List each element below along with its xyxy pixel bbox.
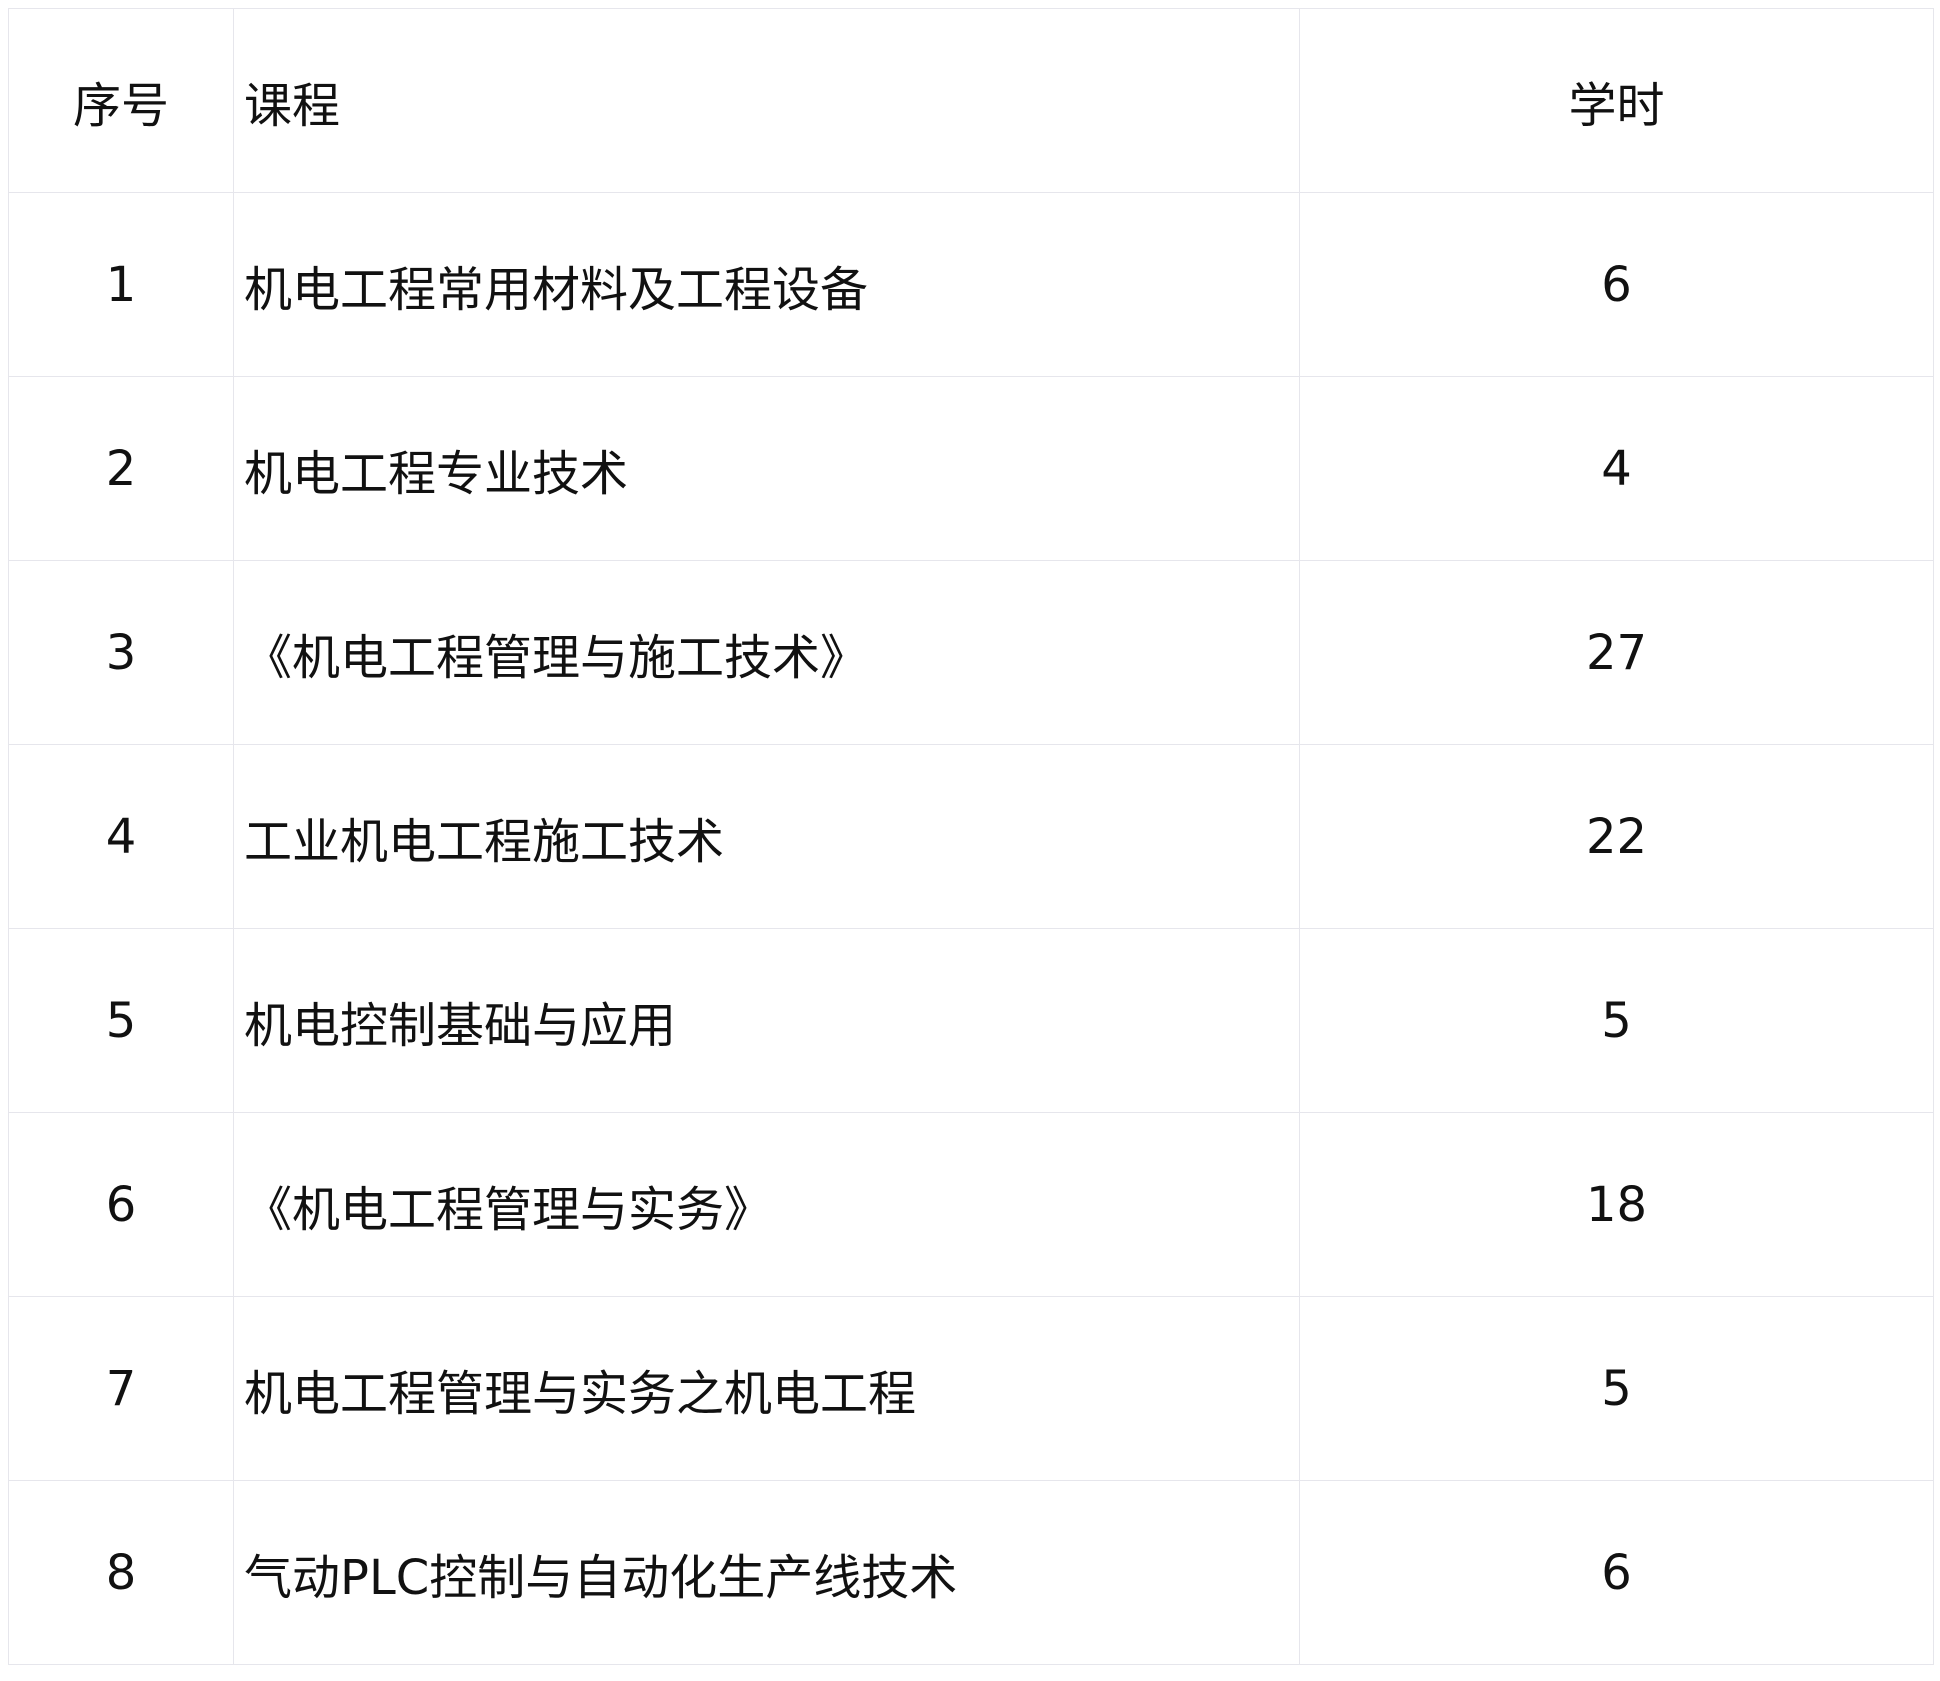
cell-index: 8 [8,1480,234,1665]
cell-index: 6 [8,1112,234,1297]
cell-hours: 5 [1299,1296,1934,1481]
cell-index: 1 [8,192,234,377]
cell-index: 5 [8,928,234,1113]
table-row: 3 《机电工程管理与施工技术》 27 [8,560,1934,745]
table-row: 2 机电工程专业技术 4 [8,376,1934,561]
cell-hours: 22 [1299,744,1934,929]
table-row: 6 《机电工程管理与实务》 18 [8,1112,1934,1297]
cell-hours: 27 [1299,560,1934,745]
header-row: 序号 课程 学时 [8,8,1934,193]
cell-course: 机电工程专业技术 [233,376,1300,561]
cell-hours: 6 [1299,1480,1934,1665]
cell-index: 7 [8,1296,234,1481]
header-course: 课程 [233,8,1300,193]
course-hours-table: 序号 课程 学时 1 机电工程常用材料及工程设备 6 2 机电工程专业技术 4 3 《机电工程… [8,8,1934,1665]
cell-course: 《机电工程管理与实务》 [233,1112,1300,1297]
cell-hours: 6 [1299,192,1934,377]
cell-index: 4 [8,744,234,929]
header-hours: 学时 [1299,8,1934,193]
cell-course: 工业机电工程施工技术 [233,744,1300,929]
cell-hours: 18 [1299,1112,1934,1297]
table-row: 1 机电工程常用材料及工程设备 6 [8,192,1934,377]
cell-hours: 5 [1299,928,1934,1113]
table-row: 8 气动PLC控制与自动化生产线技术 6 [8,1480,1934,1665]
cell-course: 气动PLC控制与自动化生产线技术 [233,1480,1300,1665]
table-row: 7 机电工程管理与实务之机电工程 5 [8,1296,1934,1481]
cell-course: 机电控制基础与应用 [233,928,1300,1113]
cell-hours: 4 [1299,376,1934,561]
header-index: 序号 [8,8,234,193]
cell-course: 《机电工程管理与施工技术》 [233,560,1300,745]
cell-course: 机电工程常用材料及工程设备 [233,192,1300,377]
cell-course: 机电工程管理与实务之机电工程 [233,1296,1300,1481]
table-row: 4 工业机电工程施工技术 22 [8,744,1934,929]
cell-index: 3 [8,560,234,745]
cell-index: 2 [8,376,234,561]
table-row: 5 机电控制基础与应用 5 [8,928,1934,1113]
